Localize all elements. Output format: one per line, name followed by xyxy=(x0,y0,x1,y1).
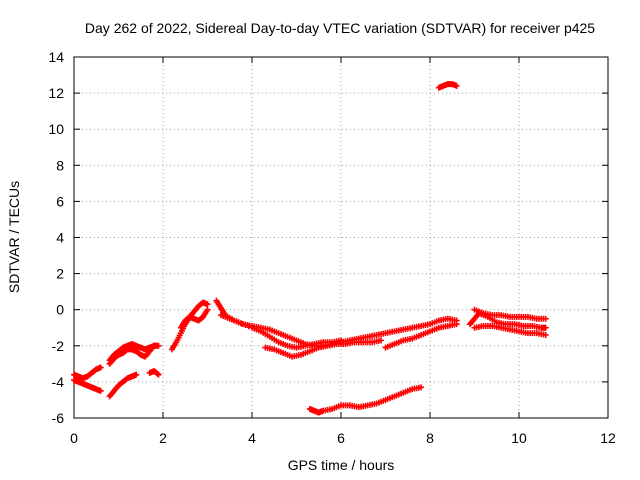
data-point xyxy=(151,342,158,349)
series-arc-14 xyxy=(435,81,460,91)
data-point xyxy=(542,315,549,322)
series-arc-13 xyxy=(306,384,425,416)
y-tick-label: 14 xyxy=(48,49,64,65)
series-arc-5 xyxy=(106,371,140,400)
data-point xyxy=(453,321,460,328)
y-tick-label: 8 xyxy=(56,157,64,173)
series-arc-6 xyxy=(146,368,162,378)
x-axis-label: GPS time / hours xyxy=(288,457,395,473)
series-arc-10 xyxy=(217,312,344,351)
y-tick-label: 10 xyxy=(48,121,64,137)
y-tick-label: 6 xyxy=(56,193,64,209)
x-tick-label: 12 xyxy=(600,430,616,446)
series-arc-16 xyxy=(467,310,549,331)
data-point xyxy=(245,323,252,330)
series-arc-1 xyxy=(71,364,104,382)
x-tick-label: 2 xyxy=(159,430,167,446)
data-point xyxy=(154,370,161,377)
series-arc-17 xyxy=(471,322,549,338)
x-tick-label: 0 xyxy=(70,430,78,446)
y-tick-label: 2 xyxy=(56,266,64,282)
series-arc-11 xyxy=(262,337,385,360)
series-arc-8 xyxy=(177,306,211,331)
y-tick-label: -2 xyxy=(52,338,65,354)
data-point xyxy=(378,337,385,344)
series-arc-12 xyxy=(382,321,460,351)
data-point xyxy=(453,82,460,89)
x-tick-label: 8 xyxy=(426,430,434,446)
data-point xyxy=(418,384,425,391)
data-point xyxy=(238,320,245,327)
x-tick-label: 6 xyxy=(337,430,345,446)
grid xyxy=(74,57,608,418)
y-axis-label: SDTVAR / TECUs xyxy=(6,181,22,293)
data-point xyxy=(542,331,549,338)
x-tick-label: 4 xyxy=(248,430,256,446)
axis-ticks: 0 2 4 6 8 10 12 -6 -4 -2 0 2 4 6 8 10 12 14 xyxy=(48,49,616,446)
series-arc-2 xyxy=(71,377,104,394)
data-point xyxy=(155,371,162,378)
data-point xyxy=(97,387,104,394)
y-tick-label: 0 xyxy=(56,302,64,318)
data-point xyxy=(204,301,211,308)
data-point xyxy=(242,322,249,329)
data-point xyxy=(542,324,549,331)
y-tick-label: -4 xyxy=(52,374,65,390)
x-tick-label: 10 xyxy=(511,430,527,446)
y-tick-label: 4 xyxy=(56,230,64,246)
series-arc-4 xyxy=(106,340,158,364)
data-points xyxy=(71,81,549,416)
data-point xyxy=(97,364,104,371)
y-tick-label: -6 xyxy=(52,410,65,426)
data-point xyxy=(133,371,140,378)
series-arc-7 xyxy=(168,299,211,353)
chart-title: Day 262 of 2022, Sidereal Day-to-day VTE… xyxy=(85,20,595,36)
data-point xyxy=(235,319,242,326)
data-point xyxy=(204,306,211,313)
y-tick-label: 12 xyxy=(48,85,64,101)
